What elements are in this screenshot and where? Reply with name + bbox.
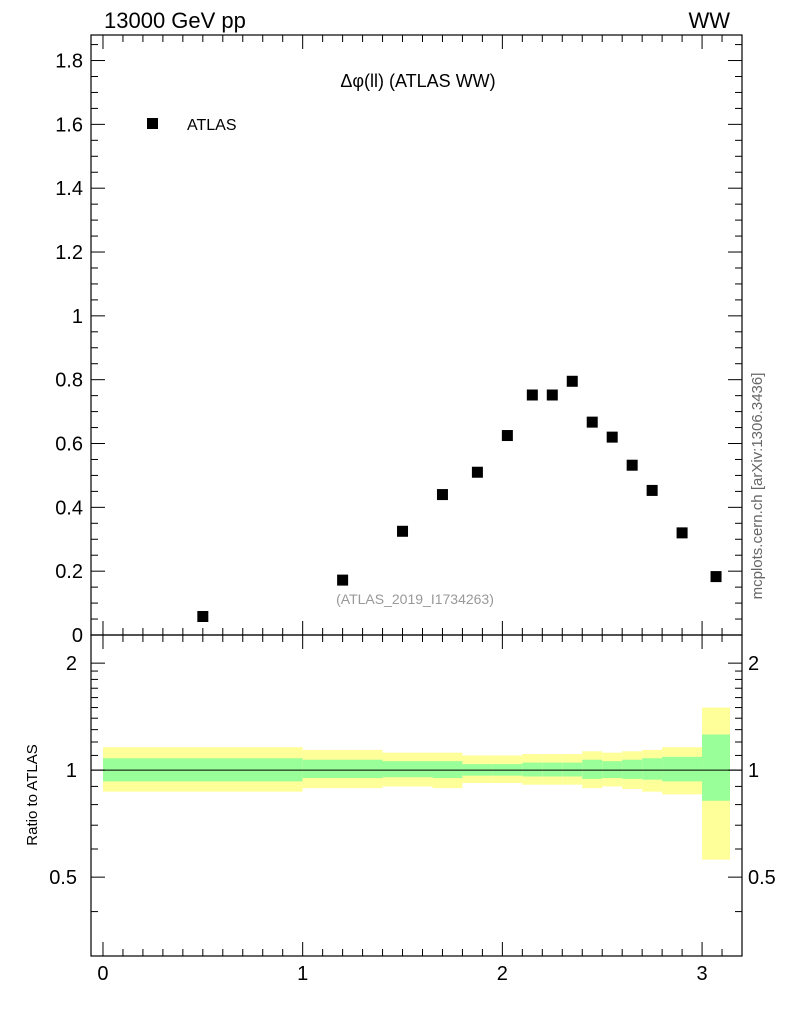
ratio-x-tick-labels: 0 1 2 3 bbox=[97, 963, 707, 985]
main-axis-ticks bbox=[91, 35, 742, 636]
x-tick-label: 1 bbox=[297, 963, 308, 985]
side-label: mcplots.cern.ch [arXiv:1306.3436] bbox=[749, 373, 766, 600]
legend: ATLAS bbox=[147, 117, 237, 134]
ratio-y-tick-label-left: 2 bbox=[66, 653, 77, 675]
ratio-y-tick-labels: 0.5 0.5 1 1 2 2 bbox=[49, 653, 776, 889]
ratio-plot-frame bbox=[90, 634, 743, 957]
watermark: (ATLAS_2019_I1734263) bbox=[336, 591, 494, 607]
ratio-inner-band-6 bbox=[522, 762, 543, 777]
data-point-0 bbox=[197, 610, 209, 622]
main-data-points bbox=[197, 375, 722, 622]
main-y-tick-label: 1 bbox=[72, 306, 83, 328]
data-point-4 bbox=[471, 466, 483, 478]
ratio-inner-band-2 bbox=[382, 761, 433, 778]
ratio-inner-band-11 bbox=[622, 759, 643, 779]
data-point-14 bbox=[710, 571, 722, 583]
header-right: WW bbox=[688, 8, 730, 33]
main-y-tick-label: 1.2 bbox=[55, 242, 83, 264]
ratio-inner-band-10 bbox=[602, 761, 623, 779]
main-y-tick-label: 1.4 bbox=[55, 178, 83, 200]
main-y-tick-label: 1.8 bbox=[55, 51, 83, 73]
data-point-2 bbox=[397, 525, 409, 537]
ratio-y-tick-label-left: 1 bbox=[66, 760, 77, 782]
x-tick-label: 2 bbox=[497, 963, 508, 985]
chart-title: Δφ(ll) (ATLAS WW) bbox=[340, 71, 495, 91]
data-point-3 bbox=[436, 489, 448, 501]
legend-marker-atlas bbox=[147, 118, 158, 129]
data-point-10 bbox=[606, 431, 618, 443]
data-point-13 bbox=[676, 527, 688, 539]
main-y-tick-label: 0.8 bbox=[55, 370, 83, 392]
data-point-8 bbox=[566, 375, 578, 387]
ratio-y-axis-label: Ratio to ATLAS bbox=[24, 744, 41, 845]
legend-entry-atlas: ATLAS bbox=[187, 117, 237, 134]
ratio-y-tick-label-right: 1 bbox=[748, 760, 759, 782]
ratio-bands bbox=[102, 707, 731, 860]
ratio-inner-band-12 bbox=[642, 758, 663, 780]
ratio-inner-band-8 bbox=[562, 762, 583, 777]
data-point-5 bbox=[501, 430, 513, 442]
data-point-12 bbox=[646, 484, 658, 496]
ratio-inner-band-14 bbox=[702, 734, 731, 801]
main-y-tick-label: 0.6 bbox=[55, 434, 83, 456]
data-point-7 bbox=[546, 389, 558, 401]
ratio-inner-band-13 bbox=[662, 756, 703, 782]
data-point-6 bbox=[526, 389, 538, 401]
data-point-9 bbox=[586, 416, 598, 428]
ratio-y-tick-label-right: 0.5 bbox=[748, 867, 776, 889]
x-tick-label: 0 bbox=[97, 963, 108, 985]
data-point-1 bbox=[337, 574, 349, 586]
main-y-tick-label: 0.4 bbox=[55, 497, 83, 519]
ratio-axis-ticks bbox=[91, 635, 742, 956]
main-y-tick-label: 0.2 bbox=[55, 561, 83, 583]
ratio-y-tick-label-right: 2 bbox=[748, 653, 759, 675]
ratio-inner-band-9 bbox=[582, 759, 603, 779]
header-left: 13000 GeV pp bbox=[104, 8, 246, 33]
ratio-inner-band-3 bbox=[432, 761, 463, 779]
data-point-11 bbox=[626, 459, 638, 471]
x-tick-label: 3 bbox=[696, 963, 707, 985]
main-y-tick-labels: 0 0.2 0.4 0.6 0.8 1 1.2 1.4 1.6 1.8 bbox=[55, 51, 83, 647]
ratio-inner-band-1 bbox=[302, 759, 383, 779]
ratio-y-tick-label-left: 0.5 bbox=[49, 867, 77, 889]
main-y-tick-label: 0 bbox=[72, 625, 83, 647]
ratio-inner-band-7 bbox=[542, 762, 563, 777]
main-y-tick-label: 1.6 bbox=[55, 114, 83, 136]
